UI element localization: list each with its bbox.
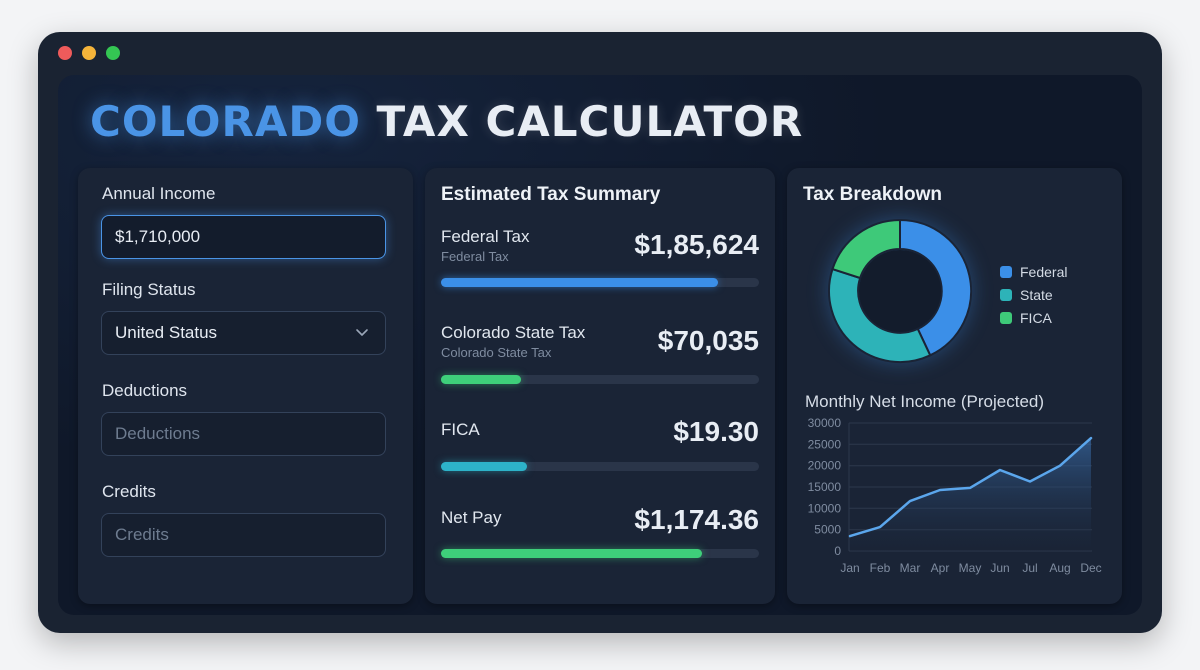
title-accent: COLORADO <box>90 97 361 146</box>
donut-segment-state[interactable] <box>828 267 932 363</box>
svg-text:5000: 5000 <box>814 523 841 537</box>
svg-text:Dec: Dec <box>1080 561 1101 575</box>
summary-title: Estimated Tax Summary <box>441 184 661 205</box>
svg-text:Mar: Mar <box>900 561 921 575</box>
state-tax-progress <box>441 375 759 384</box>
maximize-window-button[interactable] <box>106 46 120 60</box>
svg-text:Feb: Feb <box>870 561 891 575</box>
annual-income-value: $1,710,000 <box>115 227 201 246</box>
deductions-input[interactable]: Deductions <box>101 412 386 456</box>
credits-placeholder: Credits <box>115 525 169 544</box>
legend-label-state: State <box>1020 286 1053 303</box>
deductions-placeholder: Deductions <box>115 424 201 443</box>
annual-income-input[interactable]: $1,710,000 <box>101 215 386 259</box>
net-income-area <box>850 438 1091 551</box>
breakdown-legend: Federal State FICA <box>1000 260 1067 329</box>
fica-value: $19.30 <box>673 416 759 447</box>
tax-breakdown-card: Tax Breakdown Federal State <box>787 168 1122 604</box>
legend-label-fica: FICA <box>1020 309 1052 326</box>
net-pay-label: Net Pay <box>441 508 502 527</box>
net-pay-value: $1,174.36 <box>634 504 759 535</box>
annual-income-label: Annual Income <box>102 184 216 203</box>
state-swatch-icon <box>1000 288 1012 301</box>
state-tax-label: Colorado State Tax <box>441 323 586 342</box>
net-pay-progress <box>441 549 759 558</box>
title-rest: TAX CALCULATOR <box>376 97 804 146</box>
svg-text:30000: 30000 <box>808 416 842 430</box>
svg-text:10000: 10000 <box>808 501 842 515</box>
minimize-window-button[interactable] <box>82 46 96 60</box>
chevron-down-icon <box>356 329 368 336</box>
federal-tax-value: $1,85,624 <box>634 229 759 260</box>
federal-tax-progress <box>441 278 759 287</box>
legend-item-state: State <box>1000 283 1067 306</box>
svg-text:Jul: Jul <box>1022 561 1037 575</box>
app-content: COLORADO TAX CALCULATOR Annual Income $1… <box>58 75 1142 615</box>
net-pay-progress-fill <box>441 549 702 558</box>
credits-input[interactable]: Credits <box>101 513 386 557</box>
inputs-card: Annual Income $1,710,000 Filing Status U… <box>78 168 413 604</box>
federal-tax-sublabel: Federal Tax <box>441 249 509 264</box>
fica-progress <box>441 462 759 471</box>
filing-status-value: United Status <box>115 323 218 342</box>
deductions-label: Deductions <box>102 381 188 400</box>
legend-item-fica: FICA <box>1000 306 1067 329</box>
fica-progress-fill <box>441 462 527 471</box>
svg-text:15000: 15000 <box>808 480 842 494</box>
svg-text:Aug: Aug <box>1049 561 1070 575</box>
net-income-line <box>848 436 1093 538</box>
y-axis-ticks: 30000 25000 20000 15000 10000 5000 0 <box>808 416 842 558</box>
legend-label-federal: Federal <box>1020 263 1068 280</box>
state-tax-progress-fill <box>441 375 521 384</box>
svg-text:20000: 20000 <box>808 459 842 473</box>
tax-breakdown-donut-chart <box>828 218 973 363</box>
federal-tax-label: Federal Tax <box>441 227 530 246</box>
breakdown-title: Tax Breakdown <box>803 184 943 205</box>
svg-text:0: 0 <box>834 544 841 558</box>
legend-item-federal: Federal <box>1000 260 1067 283</box>
app-window: COLORADO TAX CALCULATOR Annual Income $1… <box>38 32 1162 633</box>
window-controls <box>58 46 120 60</box>
fica-label: FICA <box>441 420 480 439</box>
svg-text:May: May <box>959 561 982 575</box>
filing-status-select[interactable]: United Status <box>101 311 386 355</box>
donut-segment-fica[interactable] <box>831 218 901 280</box>
svg-text:Apr: Apr <box>931 561 950 575</box>
svg-text:Jun: Jun <box>990 561 1009 575</box>
donut-segment-federal[interactable] <box>899 218 973 357</box>
state-tax-value: $70,035 <box>657 325 759 356</box>
monthly-income-chart-title: Monthly Net Income (Projected) <box>805 392 1045 411</box>
fica-swatch-icon <box>1000 311 1012 324</box>
svg-text:Jan: Jan <box>840 561 859 575</box>
federal-tax-progress-fill <box>441 278 718 287</box>
credits-label: Credits <box>102 482 156 501</box>
close-window-button[interactable] <box>58 46 72 60</box>
state-tax-sublabel: Colorado State Tax <box>441 345 552 360</box>
monthly-net-income-chart: 30000 25000 20000 15000 10000 5000 0 Jan… <box>808 416 1102 575</box>
tax-summary-card: Estimated Tax Summary Federal Tax Federa… <box>425 168 775 604</box>
filing-status-label: Filing Status <box>102 280 196 299</box>
x-axis-ticks: Jan Feb Mar Apr May Jun Jul Aug Dec <box>840 561 1101 575</box>
federal-swatch-icon <box>1000 265 1012 278</box>
svg-text:25000: 25000 <box>808 437 842 451</box>
page-title: COLORADO TAX CALCULATOR <box>90 97 803 146</box>
